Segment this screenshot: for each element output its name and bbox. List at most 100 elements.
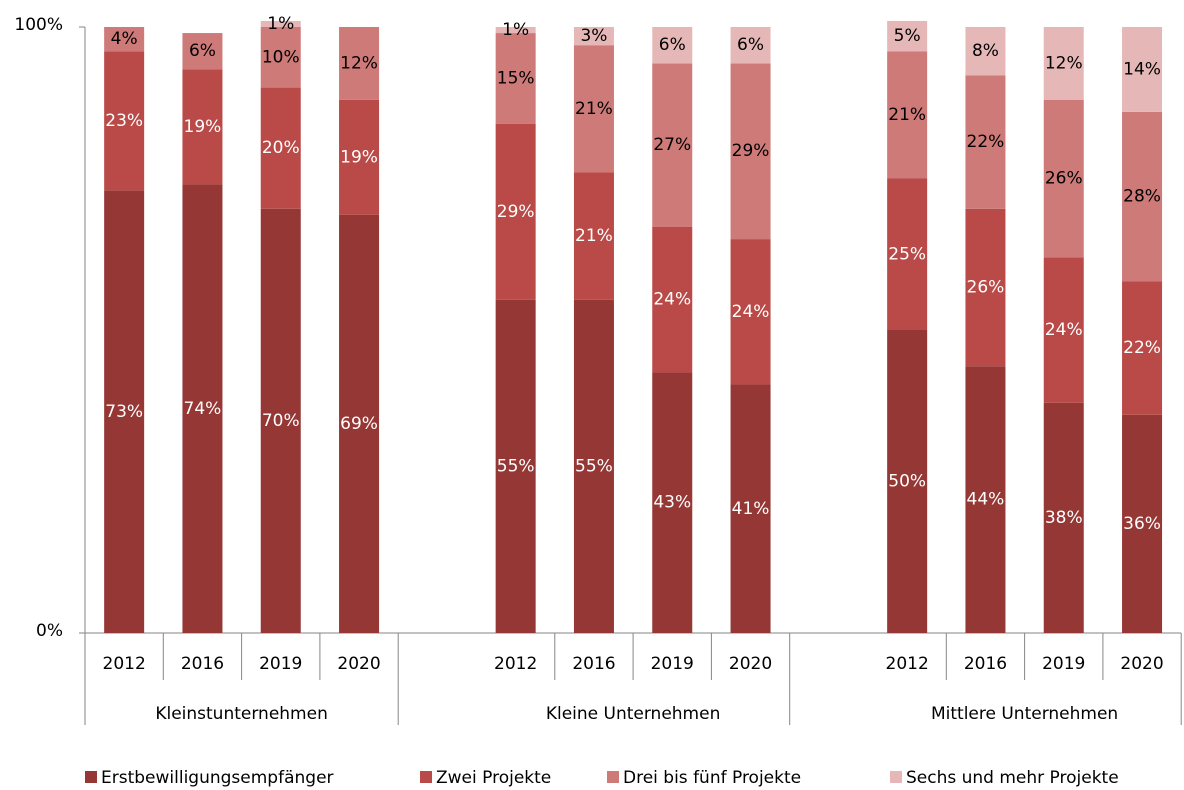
bar-segment <box>1043 402 1084 633</box>
data-label: 21% <box>888 105 926 125</box>
data-label: 55% <box>497 456 535 476</box>
data-label: 6% <box>737 35 764 55</box>
bar-segment <box>339 214 380 634</box>
group-label: Kleine Unternehmen <box>546 704 721 724</box>
bar-segment <box>887 20 928 52</box>
bar-segment <box>1122 111 1163 282</box>
legend-label: Sechs und mehr Projekte <box>906 768 1119 788</box>
data-label: 29% <box>732 141 770 161</box>
bar-segment <box>652 63 693 227</box>
x-tick-label: 2016 <box>572 654 615 674</box>
bar-segment <box>104 51 145 191</box>
bar-segment <box>887 51 928 179</box>
bar-segment <box>730 384 771 633</box>
legend-swatch <box>607 771 619 783</box>
bar-segment <box>730 27 771 64</box>
x-tick-label: 2012 <box>494 654 537 674</box>
bar-segment <box>495 123 536 300</box>
x-tick-label: 2012 <box>103 654 146 674</box>
bar-segment <box>965 208 1006 367</box>
legend-label: Erstbewilligungsempfänger <box>101 768 334 788</box>
x-tick-label: 2020 <box>1120 654 1163 674</box>
data-label: 69% <box>340 414 378 434</box>
x-tick-label: 2019 <box>651 654 694 674</box>
data-label: 6% <box>659 35 686 55</box>
bar-segment <box>260 27 301 88</box>
data-label: 22% <box>967 132 1005 152</box>
data-label: 50% <box>888 472 926 492</box>
bar-segment <box>1122 27 1163 112</box>
data-label: 20% <box>262 138 300 158</box>
data-label: 43% <box>653 493 691 513</box>
bar-segment <box>652 226 693 373</box>
bar-segment <box>573 299 614 633</box>
data-label: 44% <box>967 490 1005 510</box>
data-label: 74% <box>184 399 222 419</box>
data-label: 21% <box>575 99 613 119</box>
bar-segment <box>965 27 1006 76</box>
data-label: 70% <box>262 411 300 431</box>
bar-segment <box>573 172 614 300</box>
y-tick-label: 0% <box>36 621 63 641</box>
legend-swatch <box>85 771 97 783</box>
data-label: 29% <box>497 202 535 222</box>
data-label: 19% <box>184 117 222 137</box>
bar-segment <box>730 63 771 240</box>
bar-segment <box>887 178 928 330</box>
x-tick-label: 2020 <box>337 654 380 674</box>
legend-swatch <box>420 771 432 783</box>
bar-segment <box>182 33 223 70</box>
bar-segment <box>495 27 536 34</box>
bar-segment <box>104 190 145 633</box>
data-label: 23% <box>105 111 143 131</box>
data-label: 12% <box>340 53 378 73</box>
group-label: Kleinstunternehmen <box>155 704 328 724</box>
bar-segment <box>260 208 301 634</box>
bar-segment <box>965 366 1006 633</box>
bar-segment <box>573 27 614 46</box>
x-tick-label: 2019 <box>1042 654 1085 674</box>
data-label: 1% <box>502 20 529 40</box>
data-label: 6% <box>189 41 216 61</box>
bar-segment <box>1043 257 1084 403</box>
data-label: 5% <box>894 26 921 46</box>
bar-segment <box>260 20 301 27</box>
data-label: 26% <box>1045 169 1083 189</box>
bar-segment <box>1043 99 1084 258</box>
data-label: 8% <box>972 41 999 61</box>
bar-segment <box>339 27 380 100</box>
bar-segment <box>260 87 301 209</box>
data-label: 24% <box>1045 320 1083 340</box>
data-label: 21% <box>575 226 613 246</box>
data-label: 12% <box>1045 53 1083 73</box>
bar-segment <box>182 69 223 185</box>
data-label: 1% <box>267 14 294 34</box>
bar-segment <box>730 239 771 385</box>
bar-segment <box>339 99 380 215</box>
y-tick-label: 100% <box>14 15 63 35</box>
bar-segment <box>573 45 614 173</box>
x-tick-label: 2016 <box>181 654 224 674</box>
data-label: 19% <box>340 147 378 167</box>
bar-segment <box>965 75 1006 209</box>
group-label: Mittlere Unternehmen <box>931 704 1118 724</box>
x-tick-label: 2020 <box>729 654 772 674</box>
data-label: 4% <box>111 29 138 49</box>
data-label: 36% <box>1123 514 1161 534</box>
data-label: 14% <box>1123 59 1161 79</box>
data-label: 22% <box>1123 338 1161 358</box>
bar-segment <box>1043 27 1084 100</box>
data-label: 15% <box>497 69 535 89</box>
data-label: 55% <box>575 456 613 476</box>
x-tick-label: 2016 <box>964 654 1007 674</box>
data-label: 25% <box>888 244 926 264</box>
data-label: 10% <box>262 47 300 67</box>
data-label: 3% <box>580 26 607 46</box>
bar-segment <box>652 372 693 633</box>
data-label: 26% <box>967 278 1005 298</box>
data-label: 24% <box>653 290 691 310</box>
data-label: 38% <box>1045 508 1083 528</box>
bar-segment <box>495 299 536 633</box>
data-label: 24% <box>732 302 770 322</box>
